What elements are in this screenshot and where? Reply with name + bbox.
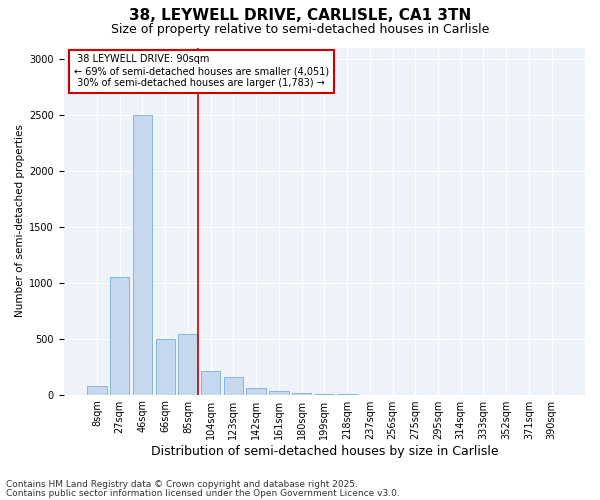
Bar <box>201 371 220 394</box>
Bar <box>88 386 107 394</box>
Text: Contains public sector information licensed under the Open Government Licence v3: Contains public sector information licen… <box>6 488 400 498</box>
Bar <box>269 390 289 394</box>
Bar <box>133 114 152 394</box>
Text: 38, LEYWELL DRIVE, CARLISLE, CA1 3TN: 38, LEYWELL DRIVE, CARLISLE, CA1 3TN <box>129 8 471 22</box>
Bar <box>110 277 130 394</box>
Y-axis label: Number of semi-detached properties: Number of semi-detached properties <box>15 124 25 318</box>
Bar <box>247 388 266 394</box>
Text: Size of property relative to semi-detached houses in Carlisle: Size of property relative to semi-detach… <box>111 22 489 36</box>
Bar <box>155 338 175 394</box>
Text: 38 LEYWELL DRIVE: 90sqm
← 69% of semi-detached houses are smaller (4,051)
 30% o: 38 LEYWELL DRIVE: 90sqm ← 69% of semi-de… <box>74 54 329 88</box>
X-axis label: Distribution of semi-detached houses by size in Carlisle: Distribution of semi-detached houses by … <box>151 444 498 458</box>
Bar <box>224 377 243 394</box>
Bar <box>178 334 197 394</box>
Text: Contains HM Land Registry data © Crown copyright and database right 2025.: Contains HM Land Registry data © Crown c… <box>6 480 358 489</box>
